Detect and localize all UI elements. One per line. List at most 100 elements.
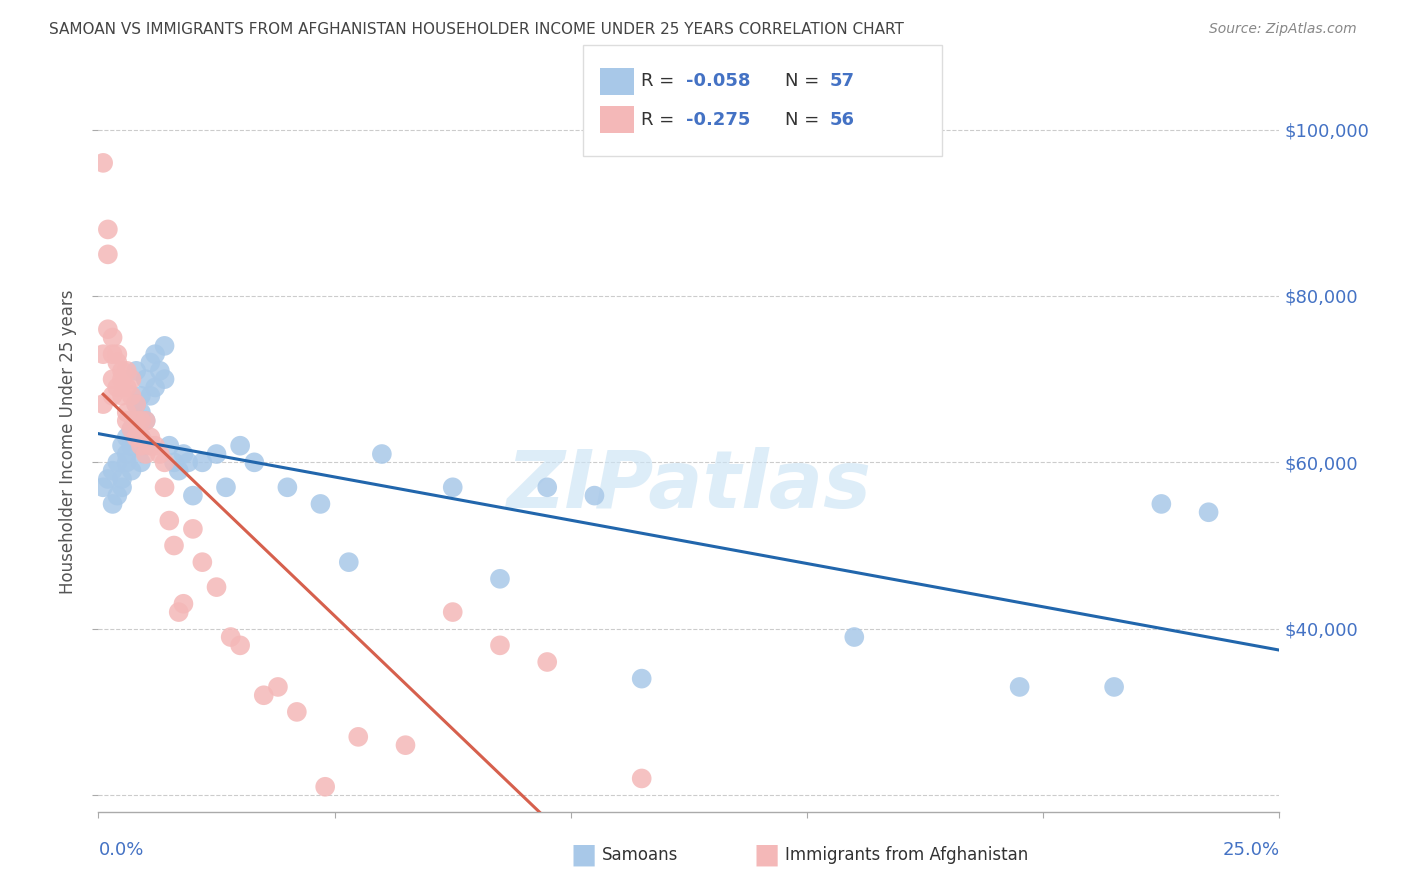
Point [97, 247, 120, 261]
Point [181, 522, 204, 536]
Point [191, 455, 214, 469]
Point [101, 389, 124, 403]
Point [111, 364, 134, 378]
Text: 57: 57 [830, 72, 855, 90]
Point [129, 414, 152, 428]
Point [441, 480, 464, 494]
Point [111, 472, 134, 486]
Point [105, 355, 128, 369]
Point [1198, 505, 1220, 519]
Point [129, 405, 152, 419]
Point [337, 555, 360, 569]
Point [143, 439, 166, 453]
Point [371, 447, 394, 461]
Point [229, 439, 252, 453]
Point [125, 397, 148, 411]
Point [115, 364, 138, 378]
Point [191, 555, 214, 569]
Point [105, 455, 128, 469]
Point [167, 605, 190, 619]
Point [153, 455, 176, 469]
Point [111, 439, 134, 453]
Point [125, 397, 148, 411]
Point [111, 389, 134, 403]
Point [101, 330, 124, 344]
Point [125, 430, 148, 444]
Point [97, 222, 120, 236]
Point [111, 480, 134, 494]
Point [125, 414, 148, 428]
Point [1008, 680, 1031, 694]
Point [630, 772, 652, 786]
Point [844, 630, 866, 644]
Point [167, 464, 190, 478]
Text: ■: ■ [571, 840, 596, 869]
Text: Samoans: Samoans [602, 846, 678, 863]
Point [394, 738, 416, 752]
Point [105, 347, 128, 361]
Point [105, 380, 128, 394]
Text: N =: N = [785, 72, 824, 90]
Text: Immigrants from Afghanistan: Immigrants from Afghanistan [785, 846, 1028, 863]
Point [177, 455, 200, 469]
Point [91, 397, 114, 411]
Point [536, 655, 558, 669]
Point [149, 364, 172, 378]
Point [153, 372, 176, 386]
Text: R =: R = [641, 111, 681, 128]
Point [139, 355, 162, 369]
Point [115, 430, 138, 444]
Point [91, 156, 114, 170]
Point [205, 447, 228, 461]
Point [115, 405, 138, 419]
Point [253, 688, 276, 702]
Point [172, 447, 194, 461]
Text: -0.275: -0.275 [686, 111, 751, 128]
Point [111, 372, 134, 386]
Point [125, 364, 148, 378]
Point [101, 497, 124, 511]
Point [91, 347, 114, 361]
Point [135, 447, 157, 461]
Point [115, 380, 138, 394]
Point [172, 597, 194, 611]
Point [1102, 680, 1125, 694]
Point [129, 439, 152, 453]
Point [135, 439, 157, 453]
Point [181, 489, 204, 503]
Point [157, 439, 180, 453]
Point [121, 422, 143, 436]
Point [121, 464, 143, 478]
Point [129, 389, 152, 403]
Point [125, 414, 148, 428]
Point [101, 347, 124, 361]
Text: R =: R = [641, 72, 681, 90]
Point [115, 414, 138, 428]
Text: 25.0%: 25.0% [1222, 841, 1279, 859]
Point [285, 705, 308, 719]
Point [489, 572, 512, 586]
Point [101, 372, 124, 386]
Point [129, 430, 152, 444]
Point [630, 672, 652, 686]
Text: SAMOAN VS IMMIGRANTS FROM AFGHANISTAN HOUSEHOLDER INCOME UNDER 25 YEARS CORRELAT: SAMOAN VS IMMIGRANTS FROM AFGHANISTAN HO… [49, 22, 904, 37]
Text: 56: 56 [830, 111, 855, 128]
Point [441, 605, 464, 619]
Point [121, 422, 143, 436]
Point [135, 372, 157, 386]
Point [347, 730, 370, 744]
Point [139, 389, 162, 403]
Point [163, 455, 186, 469]
Point [1150, 497, 1173, 511]
Text: ZIPatlas: ZIPatlas [506, 447, 872, 525]
Point [243, 455, 266, 469]
Point [219, 630, 242, 644]
Text: Source: ZipAtlas.com: Source: ZipAtlas.com [1209, 22, 1357, 37]
Point [143, 347, 166, 361]
Point [143, 380, 166, 394]
Point [97, 472, 120, 486]
Point [314, 780, 336, 794]
Point [215, 480, 238, 494]
Point [139, 439, 162, 453]
Point [276, 480, 298, 494]
